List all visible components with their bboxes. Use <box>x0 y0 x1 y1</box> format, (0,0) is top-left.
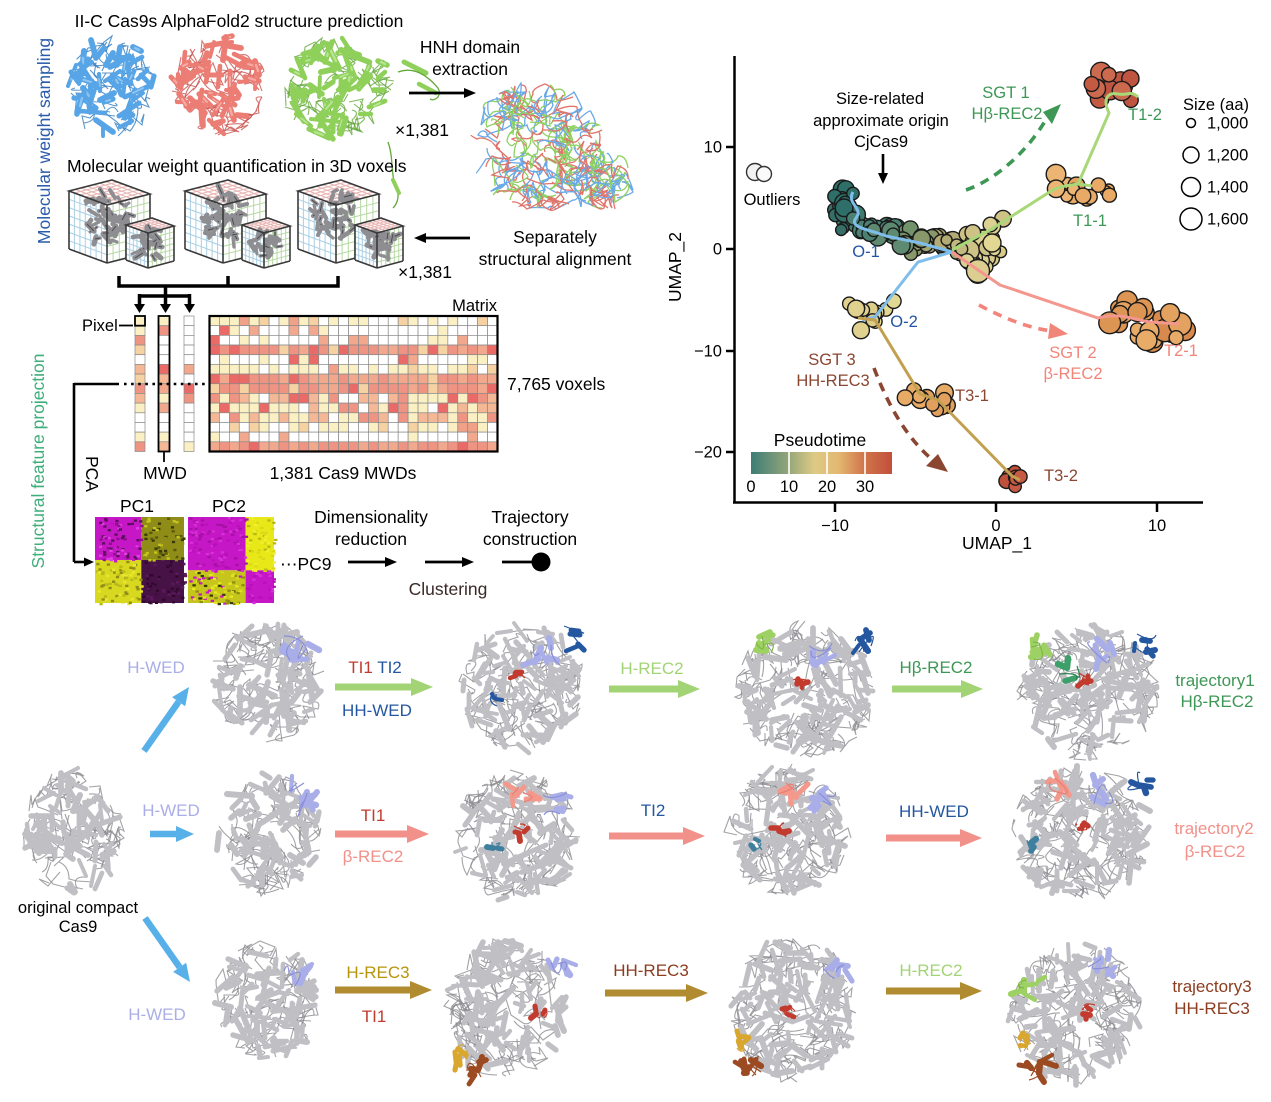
svg-text:T2-1: T2-1 <box>1164 342 1198 360</box>
svg-text:II-C Cas9s AlphaFold2 structur: II-C Cas9s AlphaFold2 structure predicti… <box>75 11 404 31</box>
svg-text:×1,381: ×1,381 <box>398 262 452 282</box>
svg-text:H-WED: H-WED <box>127 658 185 677</box>
svg-text:HNH domain: HNH domain <box>420 37 520 57</box>
svg-text:MWD: MWD <box>143 463 187 483</box>
svg-text:PC1: PC1 <box>120 496 154 516</box>
svg-text:β-REC2: β-REC2 <box>1185 842 1246 861</box>
svg-text:Structural feature projection: Structural feature projection <box>28 354 48 569</box>
svg-text:HH-REC3: HH-REC3 <box>613 961 689 980</box>
svg-text:0: 0 <box>991 517 1000 535</box>
svg-text:0: 0 <box>746 478 755 496</box>
svg-text:Separately: Separately <box>513 227 597 247</box>
svg-text:H-REC2: H-REC2 <box>620 659 683 678</box>
svg-text:Pseudotime: Pseudotime <box>774 430 866 450</box>
svg-text:trajectory3: trajectory3 <box>1172 977 1251 996</box>
svg-text:SGT 2: SGT 2 <box>1049 344 1096 362</box>
svg-text:O-1: O-1 <box>852 243 880 261</box>
svg-text:Outliers: Outliers <box>744 191 801 209</box>
svg-text:×1,381: ×1,381 <box>395 120 449 140</box>
svg-text:Dimensionality: Dimensionality <box>314 507 428 527</box>
svg-text:Molecular weight sampling: Molecular weight sampling <box>34 38 54 244</box>
svg-text:original compact: original compact <box>18 899 139 917</box>
svg-text:trajectory1: trajectory1 <box>1175 671 1254 690</box>
svg-text:1,000: 1,000 <box>1207 115 1248 133</box>
svg-text:H-REC3: H-REC3 <box>346 963 409 982</box>
svg-text:approximate origin: approximate origin <box>813 112 949 130</box>
svg-text:Size-related: Size-related <box>836 90 924 108</box>
svg-text:T3-1: T3-1 <box>955 387 989 405</box>
svg-text:Hβ-REC2: Hβ-REC2 <box>1180 692 1253 711</box>
svg-text:Hβ-REC2: Hβ-REC2 <box>972 105 1043 123</box>
svg-text:PCA: PCA <box>82 456 102 492</box>
svg-text:HH-WED: HH-WED <box>342 701 412 720</box>
svg-text:Pixel: Pixel <box>82 317 118 335</box>
svg-text:trajectory2: trajectory2 <box>1174 819 1253 838</box>
svg-text:1,200: 1,200 <box>1207 147 1248 165</box>
svg-text:10: 10 <box>1148 517 1166 535</box>
svg-text:PC2: PC2 <box>212 496 246 516</box>
svg-text:Trajectory: Trajectory <box>491 507 568 527</box>
svg-text:1,381 Cas9 MWDs: 1,381 Cas9 MWDs <box>270 463 417 483</box>
svg-text:H-WED: H-WED <box>128 1005 186 1024</box>
svg-text:HH-REC3: HH-REC3 <box>1174 999 1250 1018</box>
svg-text:⋯PC9: ⋯PC9 <box>280 554 332 574</box>
svg-text:UMAP_2: UMAP_2 <box>665 232 686 302</box>
svg-text:TI2: TI2 <box>641 801 666 820</box>
svg-text:−20: −20 <box>694 444 722 462</box>
svg-text:1,600: 1,600 <box>1207 211 1248 229</box>
svg-text:0: 0 <box>713 241 722 259</box>
svg-text:construction: construction <box>483 529 577 549</box>
svg-text:Hβ-REC2: Hβ-REC2 <box>899 658 972 677</box>
svg-text:TI1: TI1 <box>361 806 386 825</box>
svg-text:β-REC2: β-REC2 <box>1044 365 1103 383</box>
svg-text:Clustering: Clustering <box>409 579 488 599</box>
svg-text:30: 30 <box>856 478 874 496</box>
svg-text:Cas9: Cas9 <box>59 918 98 936</box>
svg-text:structural alignment: structural alignment <box>479 249 632 269</box>
svg-text:Molecular weight quantificatio: Molecular weight quantification in 3D vo… <box>67 156 407 176</box>
svg-text:reduction: reduction <box>335 529 407 549</box>
svg-text:Matrix: Matrix <box>452 297 498 315</box>
svg-text:10: 10 <box>704 139 722 157</box>
svg-text:extraction: extraction <box>432 59 508 79</box>
svg-text:β-REC2: β-REC2 <box>343 847 404 866</box>
svg-text:SGT 1: SGT 1 <box>982 84 1029 102</box>
svg-text:HH-WED: HH-WED <box>899 802 969 821</box>
svg-text:O-2: O-2 <box>890 313 918 331</box>
svg-text:TI1 TI2: TI1 TI2 <box>348 658 402 677</box>
svg-text:10: 10 <box>780 478 798 496</box>
svg-text:UMAP_1: UMAP_1 <box>962 533 1032 554</box>
svg-text:−10: −10 <box>821 517 849 535</box>
svg-text:H-WED: H-WED <box>142 801 200 820</box>
svg-text:−10: −10 <box>694 343 722 361</box>
svg-text:Size (aa): Size (aa) <box>1183 96 1249 114</box>
svg-text:TI1: TI1 <box>362 1007 387 1026</box>
svg-text:20: 20 <box>818 478 836 496</box>
svg-text:T3-2: T3-2 <box>1044 467 1078 485</box>
svg-text:1,400: 1,400 <box>1207 179 1248 197</box>
svg-text:7,765 voxels: 7,765 voxels <box>507 374 606 394</box>
svg-text:T1-2: T1-2 <box>1128 106 1162 124</box>
svg-text:H-REC2: H-REC2 <box>899 961 962 980</box>
svg-text:SGT 3: SGT 3 <box>808 351 855 369</box>
svg-text:HH-REC3: HH-REC3 <box>796 372 869 390</box>
svg-text:CjCas9: CjCas9 <box>854 133 908 151</box>
svg-text:T1-1: T1-1 <box>1073 212 1107 230</box>
